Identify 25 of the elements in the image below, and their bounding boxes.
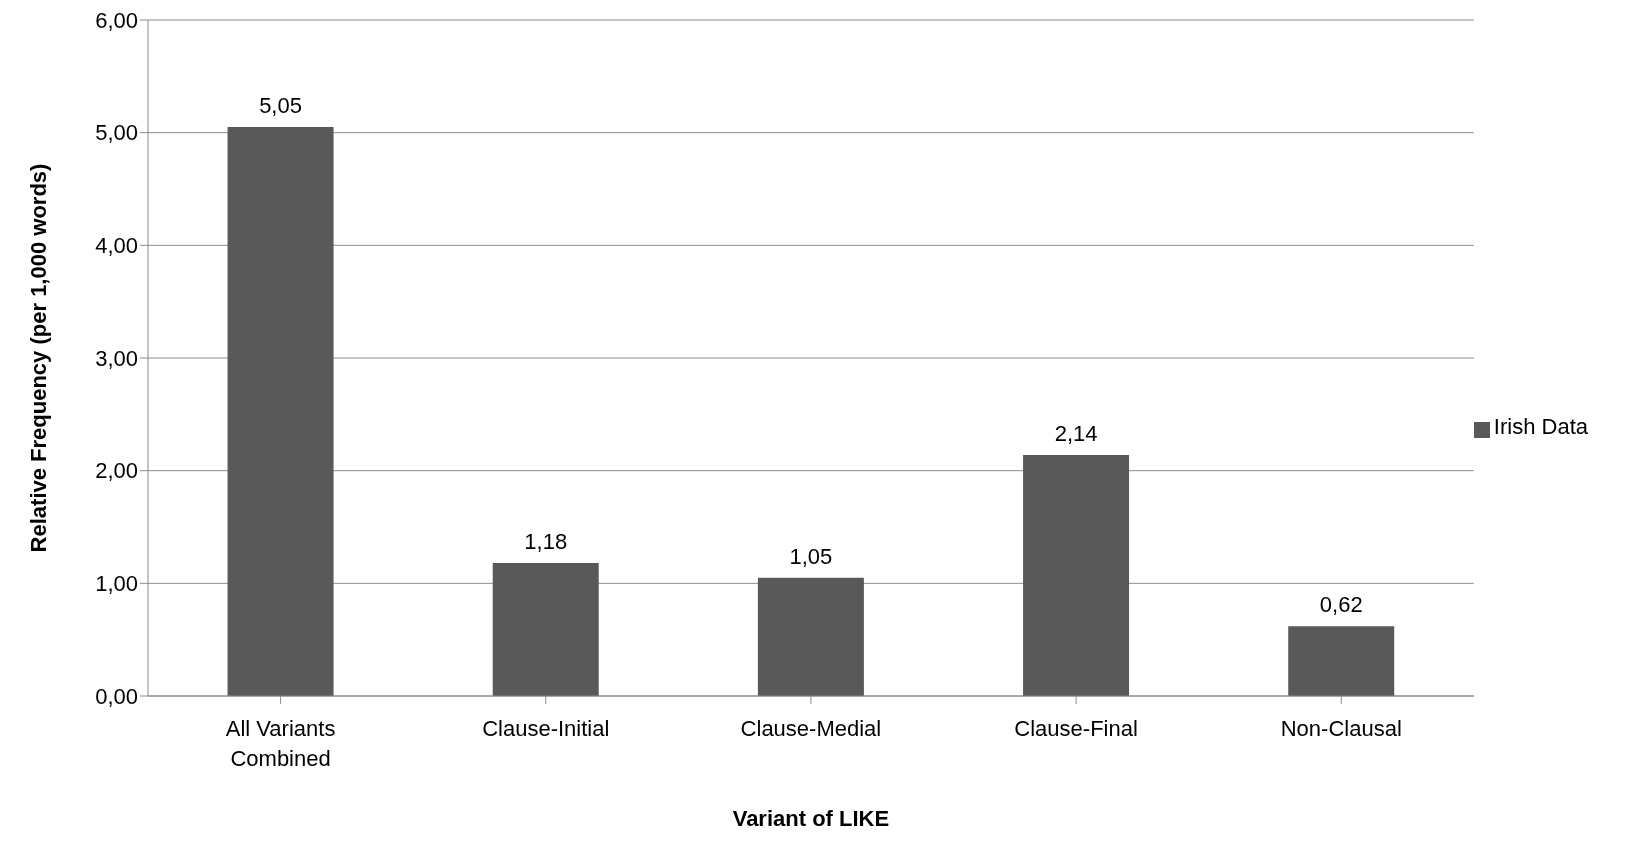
bar — [1288, 626, 1395, 696]
x-axis-title: Variant of LIKE — [732, 806, 890, 831]
y-tick-label: 6,00 — [95, 7, 138, 33]
data-label: 1,18 — [524, 529, 568, 555]
x-tick-label: All Variants Combined — [225, 716, 336, 771]
y-tick-label: 1,00 — [95, 571, 138, 597]
y-axis-title: Relative Frequency (per 1,000 words) — [25, 163, 51, 553]
bar — [227, 127, 334, 696]
x-tick-label: Clause-Final — [1014, 716, 1138, 741]
x-tick-label: Clause-Medial — [740, 716, 882, 741]
data-label: 1,05 — [789, 543, 833, 569]
data-label: 0,62 — [1319, 592, 1363, 618]
y-tick-label: 3,00 — [95, 345, 138, 371]
y-tick-label: 5,00 — [95, 120, 138, 146]
legend-label: Irish Data — [1493, 414, 1588, 439]
y-tick-label: 2,00 — [95, 458, 138, 484]
y-tick-label: 4,00 — [95, 233, 138, 259]
bar — [492, 563, 599, 696]
y-tick-label: 0,00 — [95, 683, 138, 709]
bar — [1023, 454, 1130, 696]
x-tick-label: Non-Clausal — [1280, 716, 1402, 741]
bar — [757, 577, 864, 696]
x-tick-label: Clause-Initial — [482, 716, 610, 741]
data-label: 5,05 — [259, 93, 302, 119]
data-label: 2,14 — [1054, 420, 1098, 446]
